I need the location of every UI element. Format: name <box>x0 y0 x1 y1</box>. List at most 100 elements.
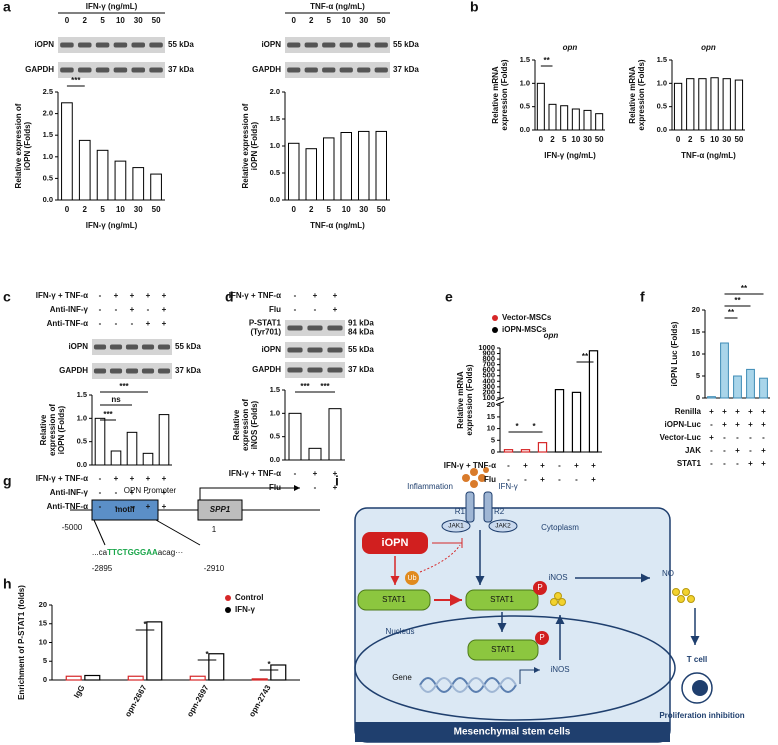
condition-sign: - <box>710 446 713 455</box>
condition-name: IFN-γ + TNF-α <box>36 474 88 483</box>
y-tick-label: 20 <box>39 600 47 609</box>
blot-row-name: iOPN <box>68 342 88 351</box>
blot-band <box>113 42 128 48</box>
blot-size: 37 kDa <box>393 65 419 74</box>
significance-label: ** <box>582 352 589 361</box>
blot-strip <box>58 37 165 53</box>
blot-band <box>307 347 323 353</box>
bar <box>375 130 387 201</box>
condition-sign: + <box>146 474 151 483</box>
condition-sign: - <box>762 433 765 442</box>
condition-sign: + <box>540 461 545 470</box>
y-tick-label: 0.0 <box>270 195 280 204</box>
bar <box>710 77 719 131</box>
blot-band <box>93 368 107 374</box>
lane-label: 2 <box>83 16 88 25</box>
bar <box>61 102 73 201</box>
condition-sign: + <box>748 407 753 416</box>
blot-row-name: (Tyr701) <box>250 328 281 337</box>
condition-name: IFN-γ + TNF-α <box>229 469 281 478</box>
blot-header: IFN-γ (ng/mL) <box>86 2 138 11</box>
condition-sign: + <box>523 461 528 470</box>
condition-sign: + <box>761 459 766 468</box>
condition-sign: - <box>115 319 118 328</box>
y-tick-label: 900 <box>482 349 495 358</box>
condition-name: Vector-Luc <box>660 433 702 442</box>
condition-sign: - <box>294 483 297 492</box>
panel-letter: h <box>3 576 12 592</box>
condition-sign: - <box>99 502 102 511</box>
blot-band <box>113 67 128 73</box>
blot-band <box>322 67 336 73</box>
condition-sign: - <box>710 420 713 429</box>
condition-sign: - <box>575 475 578 484</box>
y-axis-label: Relative mRNA <box>456 371 465 429</box>
condition-sign: - <box>99 319 102 328</box>
stat1-a-label: STAT1 <box>382 595 406 604</box>
bar <box>132 167 145 201</box>
x-tick-label: 10 <box>342 205 351 214</box>
blot-band <box>304 42 318 48</box>
condition-sign: - <box>723 446 726 455</box>
y-tick-label: 0.0 <box>270 455 280 464</box>
lane-label: 0 <box>65 16 70 25</box>
y-tick-label: 500 <box>482 371 495 380</box>
y-tick-label: 15 <box>487 412 495 421</box>
bar <box>537 442 548 453</box>
panel-letter: e <box>445 289 453 305</box>
condition-sign: + <box>146 502 151 511</box>
significance-label: ** <box>741 284 748 293</box>
blot-size: 91 kDa <box>348 319 374 328</box>
blot-size: 37 kDa <box>168 65 194 74</box>
condition-sign: + <box>333 305 338 314</box>
blot-header: TNF-α (ng/mL) <box>310 2 365 11</box>
start-position: -5000 <box>62 523 83 532</box>
y-axis-label: iOPN (Folds) <box>57 405 66 454</box>
x-axis-label: TNF-α (ng/mL) <box>310 221 365 230</box>
y-axis-label: Relative expression of <box>14 103 23 188</box>
y-axis-label: Relative <box>232 409 241 440</box>
bar <box>110 450 122 466</box>
bar <box>208 653 225 681</box>
y-axis-label: iOPN (Folds) <box>23 121 32 170</box>
y-tick-label: 10 <box>487 424 495 433</box>
bar <box>78 139 91 201</box>
y-tick-label: 1.0 <box>270 408 280 417</box>
significance-label: *** <box>119 382 129 391</box>
blot-band <box>287 325 303 331</box>
chart-title: opn <box>563 43 578 52</box>
blot-band <box>322 42 336 48</box>
condition-sign: + <box>709 407 714 416</box>
legend-swatch <box>492 327 498 333</box>
y-tick-label: 5 <box>43 656 47 665</box>
condition-sign: + <box>735 420 740 429</box>
condition-sign: + <box>333 469 338 478</box>
condition-sign: + <box>162 488 167 497</box>
cell-label: Mesenchymal stem cells <box>454 727 571 738</box>
axis-break <box>496 399 504 404</box>
y-axis-label: expression of <box>48 404 57 456</box>
y-tick-label: 0.5 <box>270 432 280 441</box>
bar <box>571 391 582 453</box>
y-tick-label: 1.0 <box>43 152 53 161</box>
inos-b-label: iNOS <box>550 665 569 674</box>
y-tick-label: 15 <box>692 327 700 336</box>
lane-label: 50 <box>377 16 386 25</box>
condition-sign: + <box>162 291 167 300</box>
y-tick-label: 1.5 <box>270 385 280 394</box>
stat1-c-label: STAT1 <box>491 645 515 654</box>
blot-row-name: iOPN <box>34 40 54 49</box>
condition-sign: + <box>540 475 545 484</box>
condition-sign: - <box>723 433 726 442</box>
gene-label: SPP1 <box>210 505 231 514</box>
lane-label: 5 <box>327 16 332 25</box>
bar <box>536 82 545 131</box>
blot-band <box>374 67 388 73</box>
bar <box>722 78 731 131</box>
blot-size: 37 kDa <box>348 365 374 374</box>
legend-label: Control <box>235 593 263 602</box>
significance-label: * <box>205 650 209 659</box>
condition-sign: + <box>114 474 119 483</box>
y-tick-label: 20 <box>692 305 700 314</box>
condition-sign: - <box>294 291 297 300</box>
